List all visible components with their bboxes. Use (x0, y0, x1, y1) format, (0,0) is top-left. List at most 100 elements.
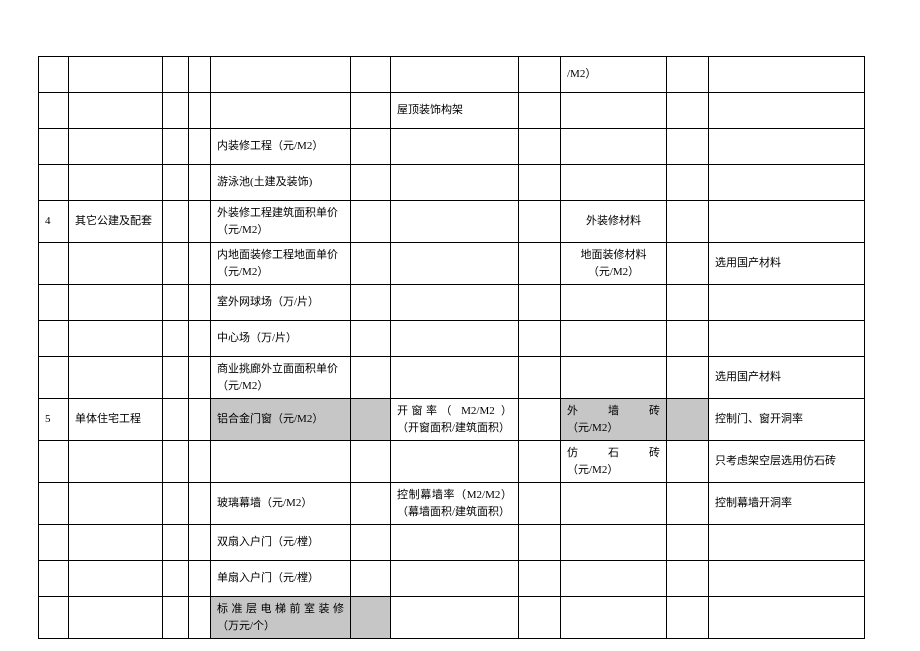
cell-h (519, 165, 561, 201)
cell-g (391, 525, 519, 561)
cell-i (561, 165, 667, 201)
table-row: /M2） (39, 57, 865, 93)
cell-e: 内地面装修工程地面单价（元/M2） (211, 243, 351, 285)
cell-e: 内装修工程（元/M2） (211, 129, 351, 165)
cell-g: 屋顶装饰构架 (391, 93, 519, 129)
cell-d (189, 321, 211, 357)
cell-h (519, 597, 561, 639)
cell-g: 控制幕墙率（M2/M2）（幕墙面积/建筑面积） (391, 483, 519, 525)
cell-e: 标准层电梯前室装修（万元/个） (211, 597, 351, 639)
cell-g (391, 597, 519, 639)
cell-e (211, 93, 351, 129)
cell-e: 商业挑廊外立面面积单价（元/M2） (211, 357, 351, 399)
cell-j (667, 321, 709, 357)
cell-b (69, 441, 163, 483)
cell-c (163, 525, 189, 561)
cell-g (391, 129, 519, 165)
cell-k (709, 129, 865, 165)
cell-d (189, 357, 211, 399)
cell-c (163, 57, 189, 93)
table-row: 中心场（万/片） (39, 321, 865, 357)
cell-k (709, 93, 865, 129)
cell-d (189, 285, 211, 321)
table-row: 内地面装修工程地面单价（元/M2）地面装修材料（元/M2）选用国产材料 (39, 243, 865, 285)
cell-k: 选用国产材料 (709, 243, 865, 285)
cell-h (519, 525, 561, 561)
cell-c (163, 129, 189, 165)
cell-a (39, 57, 69, 93)
cell-c (163, 243, 189, 285)
cell-c (163, 201, 189, 243)
cell-d (189, 201, 211, 243)
cell-d (189, 57, 211, 93)
cell-c (163, 285, 189, 321)
cell-h (519, 483, 561, 525)
cell-k (709, 201, 865, 243)
cell-f (351, 201, 391, 243)
cell-b (69, 525, 163, 561)
cell-c (163, 483, 189, 525)
cell-a (39, 243, 69, 285)
cell-e: 室外网球场（万/片） (211, 285, 351, 321)
cell-i (561, 321, 667, 357)
cell-c (163, 597, 189, 639)
cell-j (667, 561, 709, 597)
cell-e: 中心场（万/片） (211, 321, 351, 357)
cell-d (189, 441, 211, 483)
cell-g (391, 357, 519, 399)
cell-e: 双扇入户门（元/樘） (211, 525, 351, 561)
cell-k (709, 525, 865, 561)
cell-a (39, 597, 69, 639)
table-row: 室外网球场（万/片） (39, 285, 865, 321)
cell-a (39, 129, 69, 165)
cell-e (211, 441, 351, 483)
cell-i (561, 357, 667, 399)
cell-e (211, 57, 351, 93)
cell-b (69, 597, 163, 639)
cell-g (391, 321, 519, 357)
cell-a (39, 321, 69, 357)
cell-c (163, 399, 189, 441)
cell-i: 外墙砖（元/M2） (561, 399, 667, 441)
table-row: 游泳池(土建及装饰) (39, 165, 865, 201)
cell-b (69, 483, 163, 525)
cell-f (351, 129, 391, 165)
cell-k (709, 561, 865, 597)
table-row: 商业挑廊外立面面积单价（元/M2）选用国产材料 (39, 357, 865, 399)
cell-g (391, 57, 519, 93)
cell-e: 游泳池(土建及装饰) (211, 165, 351, 201)
table-row: 屋顶装饰构架 (39, 93, 865, 129)
cell-i (561, 129, 667, 165)
cell-h (519, 441, 561, 483)
cost-spec-table: /M2）屋顶装饰构架内装修工程（元/M2）游泳池(土建及装饰)4其它公建及配套外… (38, 56, 865, 639)
cell-i (561, 561, 667, 597)
cell-g (391, 441, 519, 483)
cell-f (351, 357, 391, 399)
cell-j (667, 357, 709, 399)
cell-a (39, 525, 69, 561)
cell-f (351, 441, 391, 483)
cell-b (69, 357, 163, 399)
cell-a (39, 285, 69, 321)
table-row: 双扇入户门（元/樘） (39, 525, 865, 561)
cell-h (519, 285, 561, 321)
cell-g (391, 561, 519, 597)
table-row: 内装修工程（元/M2） (39, 129, 865, 165)
cell-c (163, 357, 189, 399)
cell-k (709, 321, 865, 357)
cell-b: 单体住宅工程 (69, 399, 163, 441)
cell-h (519, 201, 561, 243)
table-row: 4其它公建及配套外装修工程建筑面积单价（元/M2）外装修材料 (39, 201, 865, 243)
cell-b (69, 57, 163, 93)
cell-d (189, 129, 211, 165)
cell-j (667, 285, 709, 321)
cell-d (189, 525, 211, 561)
cell-i (561, 525, 667, 561)
cell-i: 仿石砖（元/M2） (561, 441, 667, 483)
cell-g (391, 201, 519, 243)
cell-k (709, 165, 865, 201)
cell-d (189, 483, 211, 525)
cell-j (667, 165, 709, 201)
cell-h (519, 399, 561, 441)
cell-i (561, 597, 667, 639)
